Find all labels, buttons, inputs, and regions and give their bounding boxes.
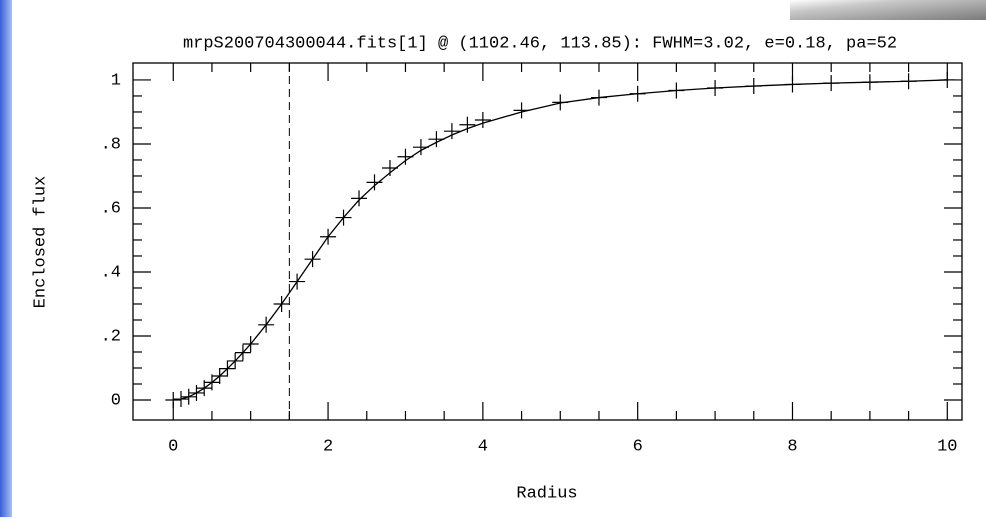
side-strip	[0, 0, 12, 517]
data-point	[165, 391, 182, 408]
data-point	[443, 123, 460, 140]
data-point	[474, 111, 491, 128]
data-line	[173, 79, 948, 401]
x-tick-label: 2	[323, 437, 333, 456]
y-tick-label: .6	[101, 199, 121, 218]
x-tick-label: 8	[787, 437, 797, 456]
data-point	[351, 190, 368, 207]
y-tick-label: .2	[101, 327, 121, 346]
y-axis-label: Enclosed flux	[31, 176, 50, 309]
x-tick-label: 4	[478, 437, 488, 456]
x-tick-label: 6	[633, 437, 643, 456]
x-axis-label: Radius	[516, 484, 577, 503]
x-tick-label: 0	[168, 437, 178, 456]
x-tick-label: 10	[937, 437, 957, 456]
chart-title: mrpS200704300044.fits[1] @ (1102.46, 113…	[183, 34, 897, 53]
data-point	[459, 116, 476, 133]
y-tick-label: 1	[111, 71, 121, 90]
y-tick-label: 0	[111, 391, 121, 410]
plot-frame	[132, 62, 963, 421]
data-point	[366, 174, 383, 191]
corner-image	[790, 0, 986, 20]
y-tick-label: .8	[101, 135, 121, 154]
y-tick-label: .4	[101, 263, 121, 282]
